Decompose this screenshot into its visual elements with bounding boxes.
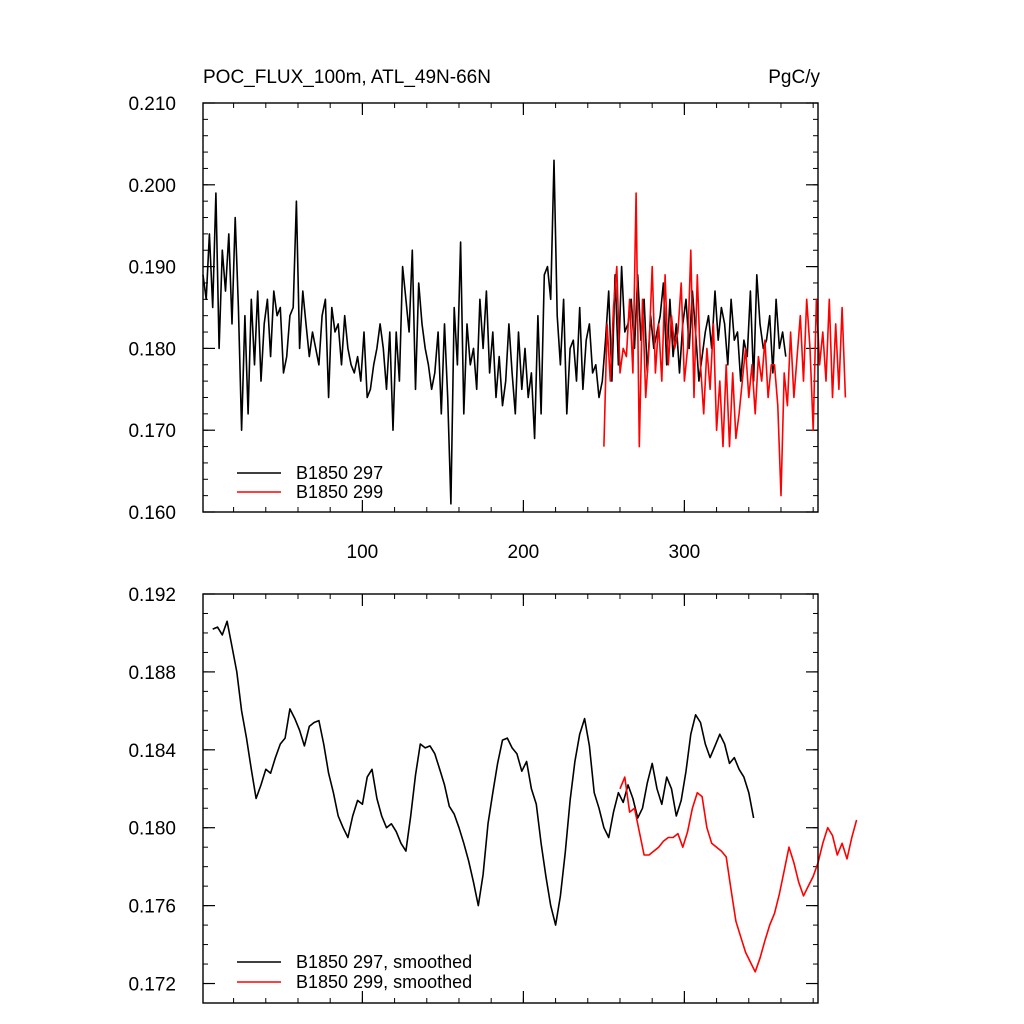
series-line-b1850-299 [603, 192, 847, 497]
y-tick-label: 0.192 [128, 585, 176, 606]
top-panel-legend: B1850 297 B1850 299 [237, 463, 383, 502]
y-tick-label: 0.180 [128, 339, 176, 360]
top-panel: POC_FLUX_100m, ATL_49N-66N PgC/y 0.1600.… [128, 67, 847, 563]
y-tick-label: 0.176 [128, 897, 176, 918]
bottom-panel-series [212, 620, 858, 973]
y-tick-label: 0.210 [128, 94, 176, 115]
y-tick-label: 0.200 [128, 176, 176, 197]
x-tick-label: 100 [347, 542, 379, 563]
legend-label-b1850-297-smoothed: B1850 297, smoothed [296, 952, 472, 972]
x-tick-label: 300 [669, 542, 701, 563]
bottom-panel: 0.172 0.176 0.180 0.184 0.188 0.192 B1850 297… [128, 585, 858, 1004]
series-line-b1850-297-smoothed [212, 620, 755, 926]
y-tick-label: 0.172 [128, 975, 176, 996]
y-tick-label: 0.190 [128, 258, 176, 279]
y-tick-label: 0.188 [128, 663, 176, 684]
legend-label-b1850-299-smoothed: B1850 299, smoothed [296, 972, 472, 992]
legend-label-b1850-297: B1850 297 [296, 463, 383, 483]
top-panel-units: PgC/y [768, 67, 820, 88]
bottom-panel-ticks: 0.172 0.176 0.180 0.184 0.188 0.192 [128, 585, 818, 1004]
top-panel-frame [202, 102, 819, 513]
top-panel-series [202, 159, 847, 505]
legend-label-b1850-299: B1850 299 [296, 482, 383, 502]
top-panel-title: POC_FLUX_100m, ATL_49N-66N [203, 67, 491, 88]
series-line-b1850-299-smoothed [619, 776, 858, 973]
y-tick-label: 0.170 [128, 421, 176, 442]
x-tick-label: 200 [508, 542, 540, 563]
y-tick-label: 0.160 [128, 503, 176, 524]
y-tick-label: 0.184 [128, 741, 176, 762]
y-tick-label: 0.180 [128, 819, 176, 840]
bottom-panel-frame [202, 593, 819, 1004]
top-panel-ticks: 0.160 0.170 0.180 0.190 0.200 0.210 100 200 300 [128, 94, 818, 563]
bottom-panel-legend: B1850 297, smoothed B1850 299, smoothed [237, 952, 472, 992]
